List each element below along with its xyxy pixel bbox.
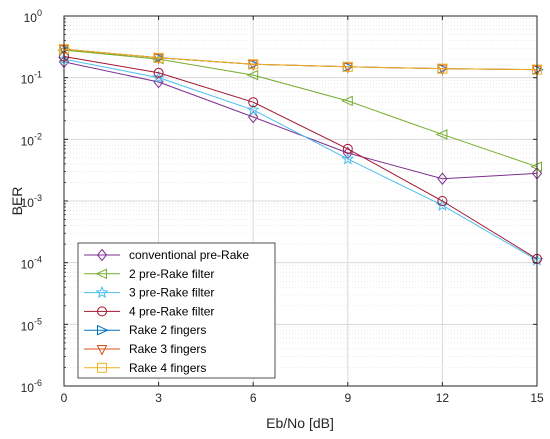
data-point: [341, 95, 353, 107]
y-tick-exponent: -2: [34, 131, 42, 141]
x-tick-label: 9: [344, 391, 351, 405]
y-tick-exponent: -1: [34, 70, 42, 80]
data-point: [437, 63, 448, 74]
data-point: [248, 110, 259, 124]
legend-marker: [95, 268, 107, 280]
data-point: [437, 64, 448, 76]
data-point: [246, 69, 259, 81]
data-point: [437, 172, 448, 185]
legend-item: conventional pre-Rake: [84, 248, 249, 262]
x-tick-label: 12: [436, 391, 450, 405]
y-tick-exponent: 0: [37, 8, 42, 18]
legend-marker: [96, 248, 108, 262]
legend-label: Rake 4 fingers: [129, 361, 206, 375]
legend-marker: [95, 285, 109, 299]
legend-item: Rake 3 fingers: [84, 342, 206, 356]
series-6: [59, 44, 542, 75]
y-tick-base: 10: [21, 73, 35, 87]
series-line: [63, 49, 538, 168]
data-point: [248, 97, 259, 108]
series-group: [57, 43, 544, 266]
legend: conventional pre-Rake 2 pre-Rake filter 3 …: [77, 242, 276, 379]
x-tick-label: 0: [61, 391, 68, 405]
legend-label: Rake 3 fingers: [129, 342, 206, 356]
y-tick-base: 10: [21, 196, 35, 210]
y-tick-base: 10: [21, 381, 35, 395]
legend-label: 3 pre-Rake filter: [129, 286, 214, 300]
data-point: [435, 129, 448, 140]
legend-label: 4 pre-Rake filter: [129, 304, 214, 318]
x-axis-label: Eb/No [dB]: [266, 415, 334, 431]
y-tick-label: 10-2: [21, 131, 42, 148]
legend-marker: [97, 324, 109, 336]
x-tick-label: 6: [250, 391, 257, 405]
y-tick-exponent: -6: [34, 378, 42, 388]
y-tick-label: 10-5: [21, 316, 42, 333]
series-line: [63, 61, 538, 180]
legend-item: 3 pre-Rake filter: [84, 286, 214, 300]
y-tick-exponent: -3: [34, 193, 42, 203]
data-point: [153, 67, 164, 78]
data-point: [342, 143, 353, 154]
series-line: [63, 58, 538, 261]
legend-marker: [97, 362, 107, 373]
legend-label: 2 pre-Rake filter: [129, 267, 214, 281]
legend-item: Rake 2 fingers: [84, 323, 206, 337]
legend-marker: [96, 345, 108, 356]
y-tick-base: 10: [24, 11, 38, 25]
data-point: [342, 62, 354, 74]
legend-marker: [97, 306, 107, 317]
y-tick-label: 10-4: [21, 255, 42, 272]
legend-item: 2 pre-Rake filter: [84, 267, 214, 281]
x-tick-label: 15: [530, 391, 544, 405]
series-line: [63, 56, 538, 260]
axis-ticks: [63, 15, 538, 387]
data-point: [153, 52, 164, 63]
legend-label: Rake 2 fingers: [129, 323, 206, 337]
data-point: [152, 70, 166, 84]
y-tick-exponent: -4: [34, 255, 42, 265]
legend-box: [77, 242, 276, 379]
data-point: [248, 59, 259, 70]
y-tick-label: 10-6: [21, 378, 42, 395]
data-point: [342, 61, 353, 72]
y-tick-base: 10: [21, 258, 35, 272]
y-tick-label: 10-1: [21, 70, 42, 87]
y-tick-exponent: -5: [34, 316, 42, 326]
legend-item: Rake 4 fingers: [84, 361, 206, 375]
y-tick-base: 10: [21, 319, 35, 333]
series-line: [63, 48, 538, 71]
y-tick-label: 100: [24, 8, 42, 25]
y-axis-label: BER: [9, 187, 25, 216]
data-point: [341, 152, 355, 165]
data-point: [247, 60, 259, 71]
data-point: [153, 53, 164, 65]
legend-item: 4 pre-Rake filter: [84, 304, 214, 318]
data-point: [437, 196, 448, 206]
legend-label: conventional pre-Rake: [129, 248, 249, 262]
series-2: [57, 52, 544, 266]
y-tick-base: 10: [21, 134, 35, 148]
x-tick-label: 3: [155, 391, 162, 405]
y-tick-label: 10-3: [21, 193, 42, 210]
data-point: [246, 102, 260, 116]
